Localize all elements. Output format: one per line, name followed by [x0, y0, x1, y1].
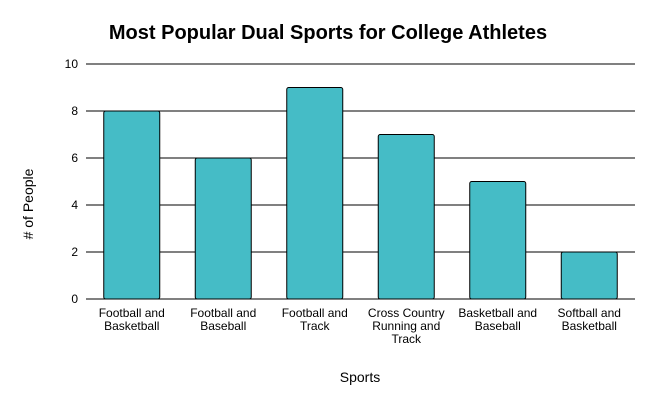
x-category-label-2: Football and Track — [282, 306, 348, 333]
y-tick-label-8: 8 — [71, 104, 78, 118]
bar-5 — [560, 251, 618, 300]
x-category-label-5: Softball and Basketball — [558, 306, 621, 333]
bar-0 — [103, 110, 161, 300]
x-category-label-3: Cross Country Running and Track — [368, 306, 445, 346]
bar-1 — [194, 157, 252, 300]
bar-3 — [377, 134, 435, 300]
y-tick-label-4: 4 — [71, 198, 78, 212]
gridlines — [86, 63, 635, 300]
x-axis-label: Sports — [340, 369, 380, 385]
bars — [103, 87, 618, 300]
x-category-label-0: Football and Basketball — [99, 306, 165, 333]
y-tick-labels: 0 2 4 6 8 10 — [65, 57, 79, 306]
y-tick-label-2: 2 — [71, 245, 78, 259]
chart-title: Most Popular Dual Sports for College Ath… — [109, 22, 547, 44]
bar-2 — [286, 87, 344, 300]
y-tick-label-6: 6 — [71, 151, 78, 165]
x-category-label-4: Basketball and Baseball — [458, 306, 537, 333]
x-category-label-1: Football and Baseball — [190, 306, 256, 333]
bar-4 — [469, 181, 527, 300]
x-category-labels: Football and Basketball Football and Baseba… — [99, 306, 621, 346]
y-tick-label-10: 10 — [65, 57, 79, 71]
y-tick-label-0: 0 — [71, 292, 78, 306]
y-axis-label: # of People — [20, 168, 36, 239]
